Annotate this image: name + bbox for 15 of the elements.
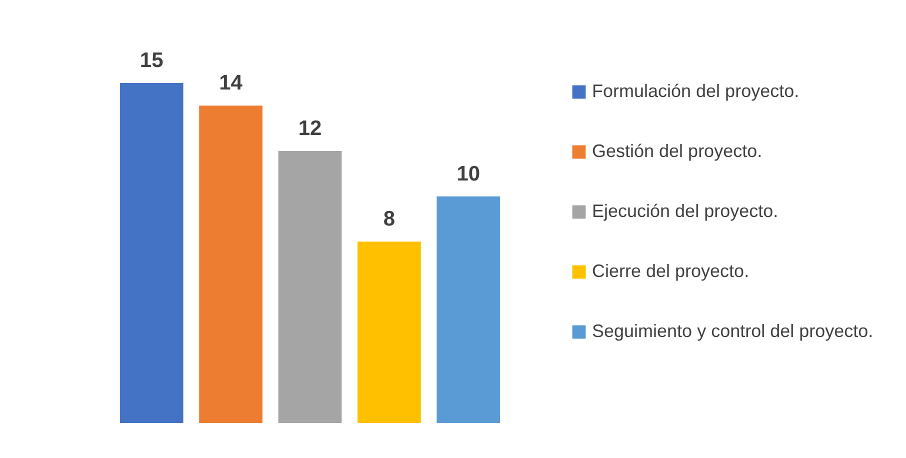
bar [278, 151, 342, 423]
data-label: 15 [140, 49, 164, 72]
data-label: 8 [383, 208, 396, 231]
legend-label: Gestión del proyecto. [592, 141, 762, 161]
legend-label: Ejecución del proyecto. [592, 201, 778, 221]
bar [199, 106, 262, 423]
data-label: 14 [219, 72, 243, 95]
legend-label: Seguimiento y control del proyecto. [592, 321, 874, 341]
data-label: 12 [298, 117, 322, 140]
bar [358, 242, 421, 423]
bar [120, 83, 184, 423]
bar [436, 196, 500, 423]
data-label: 10 [456, 162, 480, 186]
legend-label: Formulación del proyecto. [592, 81, 800, 101]
legend-label: Cierre del proyecto. [592, 261, 750, 281]
